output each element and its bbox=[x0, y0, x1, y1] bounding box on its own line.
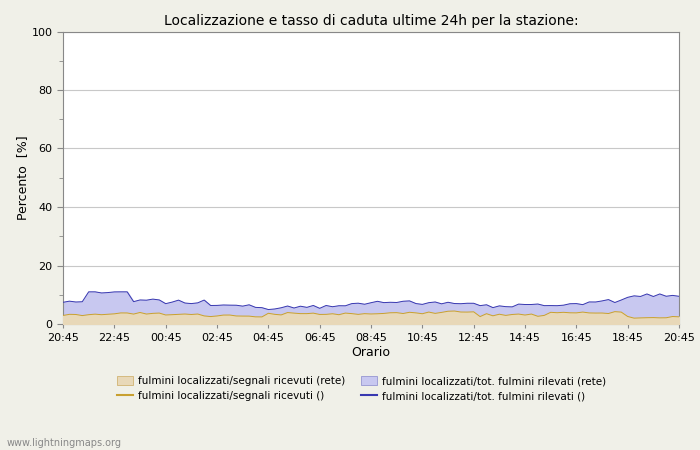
Text: www.lightningmaps.org: www.lightningmaps.org bbox=[7, 438, 122, 448]
Y-axis label: Percento  [%]: Percento [%] bbox=[16, 135, 29, 220]
X-axis label: Orario: Orario bbox=[351, 346, 391, 359]
Title: Localizzazione e tasso di caduta ultime 24h per la stazione:: Localizzazione e tasso di caduta ultime … bbox=[164, 14, 578, 27]
Legend: fulmini localizzati/segnali ricevuti (rete), fulmini localizzati/segnali ricevut: fulmini localizzati/segnali ricevuti (re… bbox=[118, 376, 606, 401]
